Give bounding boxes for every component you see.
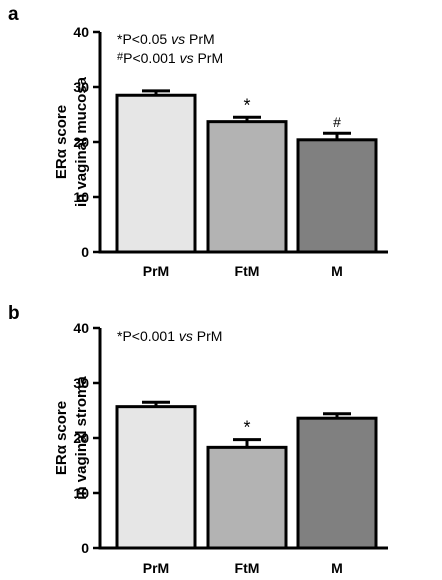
panel-letter: a: [8, 4, 19, 25]
significance-marker: #: [333, 114, 341, 130]
y-tick-label: 0: [81, 540, 89, 556]
bar-prm: [115, 405, 197, 550]
y-axis-label-line2: in vaginal mucosa: [73, 76, 90, 207]
x-tick-label: FtM: [235, 263, 260, 279]
significance-note: #P<0.001 vs PrM: [117, 50, 223, 66]
y-tick-label: 20: [73, 134, 89, 150]
bar-ftm: [206, 445, 288, 550]
significance-marker: *: [243, 418, 250, 438]
y-tick-label: 40: [73, 24, 89, 40]
chart-panel-a: a 0 10 20 30 40 ERα score in vaginal mucosa PrM *…: [8, 4, 388, 279]
y-axis-label-line2: in vaginal stroma: [73, 376, 90, 500]
y-tick-label: 10: [73, 189, 89, 205]
x-tick-label: M: [331, 263, 343, 279]
bar-m: [296, 138, 378, 254]
y-tick-label: 0: [81, 244, 89, 260]
significance-marker: *: [243, 95, 250, 115]
y-axis-label-line1: ERα score: [53, 105, 70, 179]
bar-prm: [115, 93, 197, 254]
bar-ftm: [206, 120, 288, 254]
y-tick-label: 20: [73, 430, 89, 446]
y-tick-label: 30: [73, 79, 89, 95]
y-tick-label: 40: [73, 320, 89, 336]
bar-m: [296, 416, 378, 550]
x-tick-label: PrM: [143, 560, 169, 576]
chart-panel-b: b 0 10 20 30 40 ERα score in vaginal stroma PrM *…: [8, 303, 388, 576]
y-axis-label-line1: ERα score: [53, 401, 70, 475]
x-tick-label: M: [331, 560, 343, 576]
x-tick-label: FtM: [235, 560, 260, 576]
x-tick-label: PrM: [143, 263, 169, 279]
significance-note: *P<0.001 vs PrM: [117, 328, 222, 344]
significance-note: *P<0.05 vs PrM: [117, 31, 215, 47]
y-tick-label: 30: [73, 375, 89, 391]
panel-letter: b: [8, 303, 20, 324]
y-tick-label: 10: [73, 485, 89, 501]
